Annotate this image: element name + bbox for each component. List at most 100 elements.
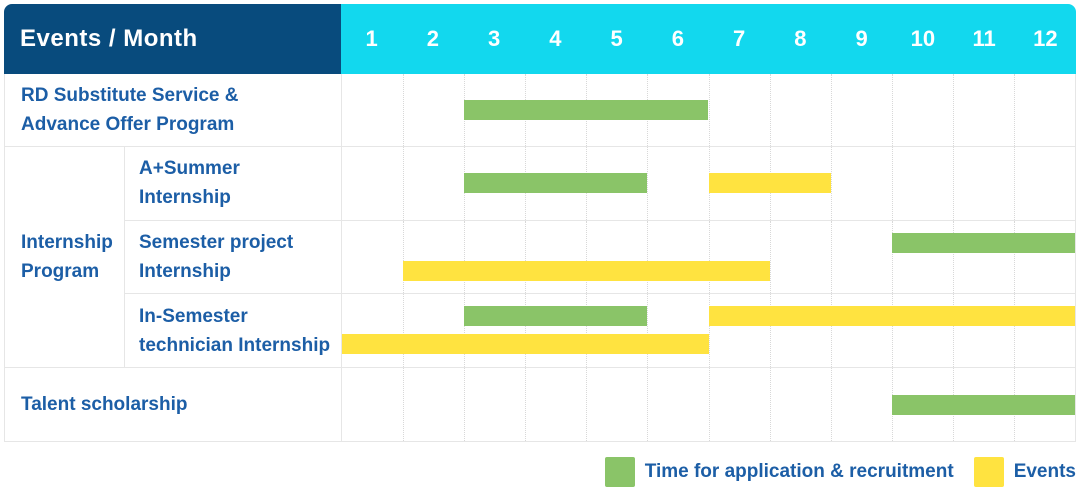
month-gridline — [464, 220, 466, 294]
month-gridline — [708, 74, 710, 146]
event-row: RD Substitute Service & Advance Offer Pro… — [5, 74, 1075, 147]
label-line: Internship — [139, 261, 231, 282]
month-header-2: 2 — [426, 26, 439, 51]
month-header-1: 1 — [365, 26, 378, 51]
table-header-row: Events / Month 1 2 3 4 5 6 7 8 9 10 11 12 — [4, 4, 1076, 74]
row-chart-area — [342, 294, 1075, 368]
legend-label-event: Events — [1013, 461, 1076, 482]
row-chart-area — [342, 220, 1075, 294]
label-line: RD Substitute Service & — [21, 85, 239, 106]
month-gridline — [586, 220, 588, 294]
label-line: Program — [21, 261, 100, 282]
row-chart-area — [342, 74, 1075, 146]
month-gridline — [830, 220, 832, 294]
event-subrow: In-Semester technician Internship — [125, 294, 1075, 368]
month-gridline — [1013, 220, 1015, 294]
recruitment-bar — [464, 100, 709, 120]
table-title: Events / Month — [4, 4, 341, 74]
table-body: RD Substitute Service & Advance Offer Pro… — [4, 74, 1076, 442]
month-header-4: 4 — [549, 26, 562, 51]
recruitment-bar — [891, 232, 1075, 253]
recruitment-bar — [891, 394, 1075, 415]
group-row-internship-program: Internship Program A+Summer Internship Semes… — [5, 147, 1075, 368]
legend-swatch-event — [973, 457, 1004, 487]
subrow-label: Semester project Internship — [125, 220, 342, 294]
month-gridline — [708, 220, 710, 294]
month-gridline — [830, 368, 832, 441]
row-label: RD Substitute Service & Advance Offer Pro… — [5, 74, 342, 146]
recruitment-bar — [464, 173, 648, 194]
month-header-11: 11 — [972, 26, 996, 51]
recruitment-bar — [464, 306, 648, 327]
row-chart-area — [342, 147, 1075, 220]
month-gridline — [647, 294, 649, 368]
month-gridline — [891, 220, 893, 294]
label-line: Advance Offer Program — [21, 114, 235, 135]
row-chart-area — [342, 368, 1075, 441]
month-gridline — [769, 220, 771, 294]
month-gridline — [464, 294, 466, 368]
group-subrows: A+Summer Internship Semester project Intern… — [125, 147, 1075, 368]
month-gridline — [647, 220, 649, 294]
month-gridline — [769, 294, 771, 368]
month-gridline — [769, 74, 771, 146]
month-gridline — [403, 294, 405, 368]
group-label: Internship Program — [5, 147, 125, 367]
month-header-12: 12 — [1033, 26, 1058, 51]
month-gridline — [1013, 74, 1015, 146]
label-line: Talent scholarship — [21, 394, 188, 415]
month-gridline — [525, 368, 527, 441]
month-gridline — [403, 147, 405, 220]
month-header-3: 3 — [488, 26, 501, 51]
month-gridline — [586, 294, 588, 368]
label-line: A+Summer — [139, 158, 240, 180]
legend-label-recruitment: Time for application & recruitment — [644, 461, 954, 482]
month-header-strip: 1 2 3 4 5 6 7 8 9 10 11 12 — [341, 4, 1076, 74]
month-gridline — [525, 220, 527, 294]
month-gridline — [586, 368, 588, 441]
row-label: Talent scholarship — [5, 368, 342, 441]
month-gridline — [952, 220, 954, 294]
legend: Time for application & recruitment Events — [604, 457, 1076, 487]
month-gridline — [830, 294, 832, 368]
label-line: Internship — [21, 232, 113, 253]
legend-item-event: Events — [973, 457, 1076, 487]
month-header-7: 7 — [733, 26, 746, 51]
month-header-10: 10 — [910, 26, 936, 51]
month-gridline — [891, 294, 893, 368]
events-month-table: Events / Month 1 2 3 4 5 6 7 8 9 10 11 12 RD Substi… — [4, 4, 1076, 442]
month-gridline — [525, 294, 527, 368]
month-gridline — [830, 74, 832, 146]
event-subrow: Semester project Internship — [125, 220, 1075, 295]
month-gridline — [891, 147, 893, 220]
month-gridline — [403, 74, 405, 146]
month-header-8: 8 — [794, 26, 807, 51]
event-bar — [708, 173, 831, 194]
month-gridline — [891, 74, 893, 146]
month-header-9: 9 — [855, 26, 868, 51]
subrow-label: A+Summer Internship — [125, 147, 342, 220]
event-row: Talent scholarship — [5, 368, 1075, 441]
month-gridline — [647, 147, 649, 220]
month-gridline — [403, 220, 405, 294]
month-gridline — [952, 74, 954, 146]
event-subrow: A+Summer Internship — [125, 147, 1075, 221]
month-gridline — [708, 368, 710, 441]
month-gridline — [647, 368, 649, 441]
label-line: In-Semester — [139, 305, 248, 327]
month-gridline — [708, 294, 710, 368]
subrow-label: In-Semester technician Internship — [125, 294, 342, 368]
label-line: Semester project — [139, 232, 294, 253]
month-header-6: 6 — [671, 26, 684, 51]
month-gridline — [830, 147, 832, 220]
month-gridline — [464, 368, 466, 441]
month-gridline — [769, 368, 771, 441]
event-bar — [342, 334, 709, 355]
event-bar — [403, 260, 770, 281]
month-gridline — [403, 368, 405, 441]
legend-item-recruitment: Time for application & recruitment — [604, 457, 954, 487]
month-gridline — [1013, 294, 1015, 368]
month-gridline — [952, 147, 954, 220]
month-header-5: 5 — [610, 26, 623, 51]
